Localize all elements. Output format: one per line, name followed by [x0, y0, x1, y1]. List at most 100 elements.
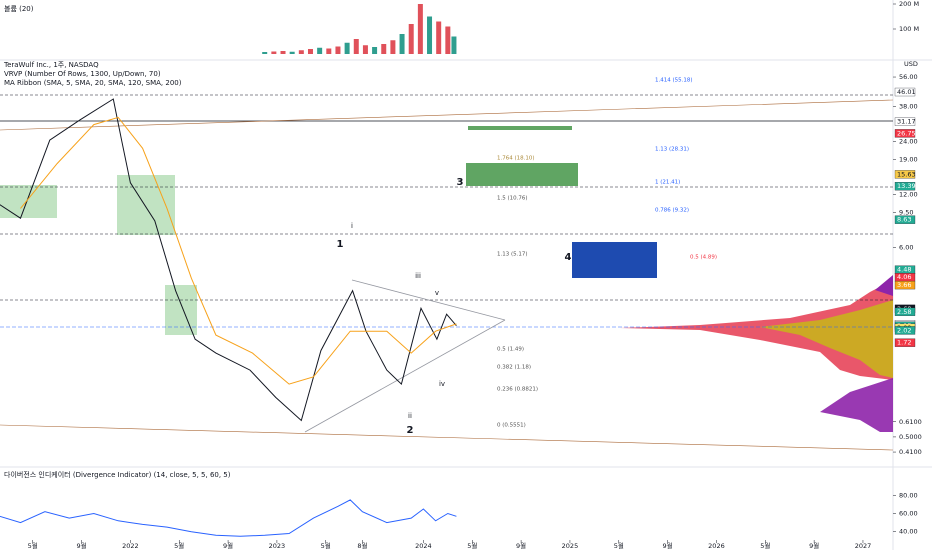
volume-bar [451, 36, 457, 54]
x-tick-label: 2022 [122, 542, 139, 550]
y-tick-label: 19.00 [899, 155, 918, 163]
x-tick-label: 2026 [708, 542, 725, 550]
y-tick-label: 0.6100 [899, 418, 922, 426]
x-tick-label: 5월 [321, 541, 331, 550]
indicator-legend: VRVP (Number Of Rows, 1300, Up/Down, 70) [4, 70, 161, 78]
volume-bar [372, 47, 378, 54]
x-tick-label: 5월 [28, 541, 38, 550]
price-tag-label: 13.39 [897, 182, 916, 190]
volume-bar [298, 50, 304, 54]
price-tag [894, 170, 916, 179]
wave-label: iv [439, 380, 445, 388]
x-tick-label: 2025 [562, 542, 579, 550]
indicator-legend: MA Ribbon (SMA, 5, SMA, 20, SMA, 120, SM… [4, 79, 182, 87]
x-tick-label: 9월 [76, 541, 86, 550]
fib-label: 1.13 (28.31) [655, 147, 689, 153]
price-tag-label: 1.72 [897, 339, 911, 347]
target-zone [466, 163, 578, 186]
price-tag [894, 280, 916, 290]
price-tag [894, 182, 916, 191]
price-line [20, 116, 457, 385]
y-tick-label: 40.00 [899, 528, 918, 536]
y-tick-label: 9.50 [899, 208, 913, 216]
target-zone [572, 242, 657, 278]
volume-bar [436, 21, 442, 54]
price-tag [894, 87, 916, 97]
volume-bar [362, 45, 368, 54]
wave-label: 1 [337, 239, 344, 250]
volume-bar [307, 49, 313, 54]
price-tag-label: 31.17 [897, 118, 916, 126]
y-tick-label: 0.4100 [899, 448, 922, 456]
price-tag-label: 46.01 [897, 88, 916, 96]
fib-label: 1 (21.41) [655, 180, 680, 186]
y-tick-label: 24.00 [899, 138, 918, 146]
fib-label: 0.382 (1.18) [497, 365, 531, 371]
y-tick-label: 0.5000 [899, 433, 922, 441]
y-tick-label: 60.00 [899, 510, 918, 518]
fib-label: 1.414 (55.18) [655, 78, 693, 84]
price-tag [894, 215, 916, 224]
volume-bar [289, 51, 295, 54]
target-zone [468, 126, 572, 130]
fib-label: 0 (0.5551) [497, 423, 526, 429]
volume-bar [335, 46, 341, 54]
price-line [0, 98, 457, 422]
y-tick-label: 12.00 [899, 191, 918, 199]
x-tick-label: 5월 [174, 541, 184, 550]
price-tag [894, 338, 916, 347]
wave-label: i [351, 222, 353, 230]
price-tag [894, 117, 916, 126]
wave-label: ii [408, 412, 412, 420]
wave-label: iii [415, 272, 421, 280]
x-tick-label: 5월 [614, 541, 624, 550]
volume-bar [280, 51, 286, 54]
x-tick-label: 5월 [760, 541, 770, 550]
price-tag-label: 4.06 [897, 273, 911, 281]
price-line [0, 499, 457, 537]
x-tick-label: 2023 [269, 542, 286, 550]
wave-label: 2 [407, 425, 414, 436]
x-tick-label: 5월 [467, 541, 477, 550]
price-tag-label: 26.75 [897, 129, 916, 137]
y-tick-label: 38.00 [899, 103, 918, 111]
x-tick-label: 9월 [223, 541, 233, 550]
volume-bar [390, 40, 396, 54]
x-tick-label: 9월 [809, 541, 819, 550]
volume-bar [427, 16, 433, 54]
divergence-title: 다이버전스 인디케이터 (Divergence Indicator) (14, … [4, 470, 231, 479]
volume-bar [381, 44, 387, 54]
price-tag-label: 15.63 [897, 170, 916, 178]
triangle-line [304, 319, 506, 433]
price-tag-label: 2.58 [897, 308, 911, 316]
volume-profile [875, 275, 893, 296]
triangle-line [351, 279, 506, 321]
wave-label: 4 [565, 252, 572, 263]
volume-title: 볼륨 (20) [4, 4, 34, 13]
volume-bar [399, 34, 405, 54]
volume-bar [271, 51, 277, 54]
price-tag-label: 3.66 [897, 281, 911, 289]
volume-bar [445, 26, 451, 54]
fib-label: 1.764 (18.10) [497, 156, 535, 162]
volume-bar [344, 42, 350, 54]
fib-label: 0.786 (9.32) [655, 208, 689, 214]
volume-bar [262, 52, 268, 54]
demand-zone [117, 175, 175, 235]
price-tag [894, 129, 916, 138]
y-tick-label: 56.00 [899, 73, 918, 81]
x-tick-label: 2027 [855, 542, 872, 550]
fib-label: 1.13 (5.17) [497, 252, 528, 258]
demand-zone [165, 285, 197, 335]
x-tick-label: 8월 [357, 541, 367, 550]
y-tick-label: 6.00 [899, 243, 913, 251]
volume-profile [820, 378, 893, 432]
price-tag [894, 307, 916, 316]
y-tick-label: 200 M [899, 0, 919, 8]
fib-label: 0.5 (4.89) [690, 255, 717, 261]
volume-bar [317, 47, 323, 54]
volume-bar [408, 24, 414, 54]
wave-label: v [435, 289, 439, 297]
